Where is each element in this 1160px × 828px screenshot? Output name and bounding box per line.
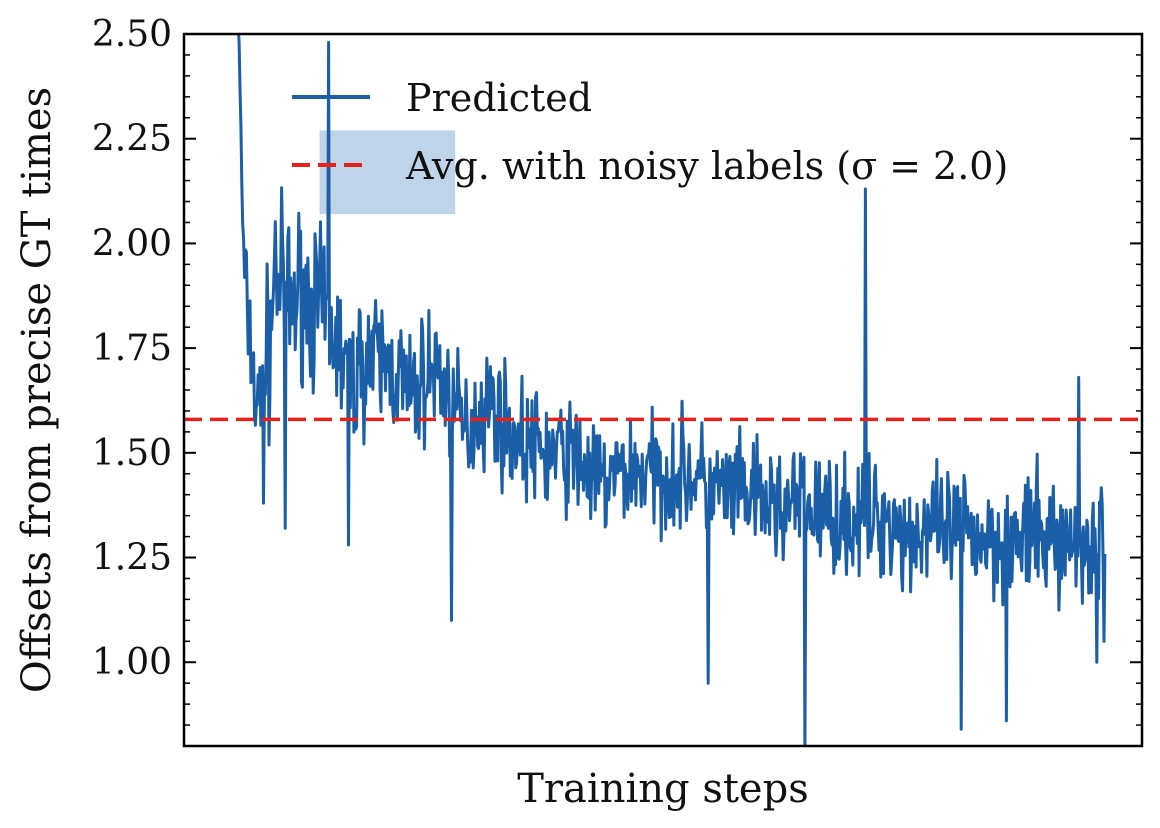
series-predicted-line [237,34,1107,746]
y-tick-label: 2.50 [92,14,172,55]
x-axis-label: Training steps [517,766,808,812]
y-tick-label: 1.75 [92,328,172,369]
y-tick-label: 2.00 [92,223,172,264]
y-tick-label: 1.00 [92,642,172,683]
y-axis-label: Offsets from precise GT times [14,87,60,693]
y-axis: 1.00 1.25 1.50 1.75 2.00 2.25 2.50 [92,14,1142,747]
legend-label-average: Avg. with noisy labels (σ = 2.0) [405,144,1008,188]
series-predicted-band [319,130,456,215]
legend-label-predicted: Predicted [406,76,592,120]
y-tick-label: 2.25 [92,119,172,160]
legend: Predicted Avg. with noisy labels (σ = 2.… [292,76,1008,188]
plot-area [184,34,1142,746]
y-tick-label: 1.50 [92,433,172,474]
y-tick-label: 1.25 [92,538,172,579]
